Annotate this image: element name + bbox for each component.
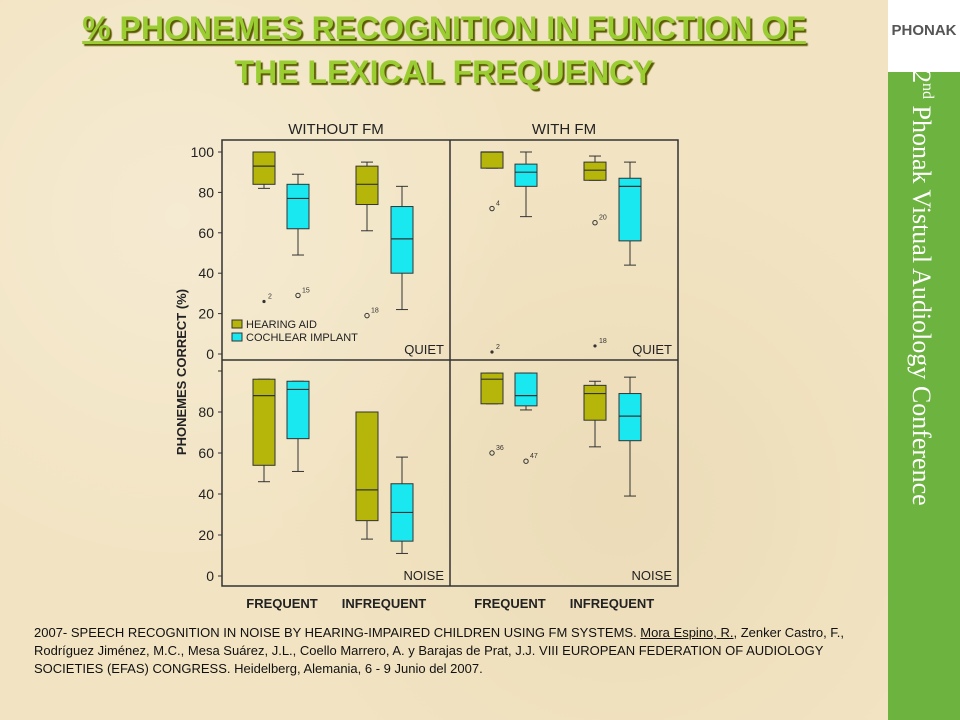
conference-sidebar [888,72,960,720]
logo-area: PHONAK [888,0,960,72]
conference-name: 2nd Phonak Vistual Audiology Conference [901,70,947,506]
hearing-aid-box-infrequent [583,384,607,421]
outlier-label: 18 [599,338,607,345]
cochlear-implant-box-infrequent [618,177,642,242]
y-tick-label: 60 [198,445,214,461]
slide-title-line-1: % PHONEMES RECOGNITION IN FUNCTION OF [82,10,806,46]
y-tick-label: 20 [198,527,214,543]
cochlear-implant-box-frequent [286,183,310,230]
cochlear-implant-box-frequent [514,372,538,407]
y-tick-label: 100 [191,144,215,160]
y-axis-label: PHONEMES CORRECT (%) [174,289,189,455]
y-tick-label: 40 [198,486,214,502]
outlier-marker [523,458,529,464]
citation: 2007- SPEECH RECOGNITION IN NOISE BY HEA… [34,624,854,678]
condition-label: NOISE [632,568,673,583]
citation-part-1: 2007- SPEECH RECOGNITION IN NOISE BY HEA… [34,625,641,640]
phonak-logo: PHONAK [891,22,957,39]
y-tick-label: 40 [198,265,214,281]
condition-label: QUIET [632,342,672,357]
y-tick-label: 20 [198,306,214,322]
outlier-label: 36 [496,445,504,452]
y-tick-label: 0 [206,568,214,584]
column-title-with-fm: WITH FM [532,121,596,138]
conference-ordinal-suffix: nd [918,83,936,99]
condition-label: QUIET [404,342,444,357]
y-tick-label: 80 [198,404,214,420]
citation-author-underlined: Mora Espino, R. [640,625,734,640]
slide-title-line-2: THE LEXICAL FREQUENCY [234,54,654,90]
citation-part-2: , Zenker Castro, F., Rodríguez Jiménez, … [34,625,845,676]
outlier-label: 20 [599,215,607,222]
cochlear-implant-box-infrequent [618,393,642,442]
outlier-label: 18 [371,308,379,315]
hearing-aid-box-infrequent [583,161,607,181]
hearing-aid-box-frequent [252,151,276,185]
outlier-marker [592,220,598,226]
outlier-marker [490,350,494,354]
outlier-label: 2 [496,344,500,351]
cochlear-implant-box-frequent [286,380,310,440]
cochlear-implant-box-infrequent [390,206,414,274]
y-tick-label: 60 [198,225,214,241]
x-category-label: FREQUENT [246,596,318,611]
cochlear-implant-box-frequent [514,163,538,187]
x-category-label: INFREQUENT [570,596,655,611]
legend-label-hearing-aid: HEARING AID [246,319,317,331]
hearing-aid-box-infrequent [355,165,379,206]
legend-label-cochlear-implant: COCHLEAR IMPLANT [246,332,358,344]
outlier-label: 4 [496,201,500,208]
legend-swatch-hearing-aid [231,319,243,329]
conference-title: Phonak Vistual Audiology Conference [907,99,937,506]
hearing-aid-box-infrequent [355,411,379,522]
outlier-marker [489,205,495,212]
outlier-label: 47 [530,453,538,460]
outlier-marker [489,450,495,456]
hearing-aid-box-frequent [480,372,504,405]
hearing-aid-box-frequent [480,151,504,169]
conference-ordinal: 2 [907,70,937,83]
outlier-marker [262,299,266,304]
x-category-label: FREQUENT [474,596,546,611]
hearing-aid-box-frequent [252,378,276,466]
legend-swatch-cochlear-implant [231,332,243,342]
outlier-label: 2 [268,293,272,300]
outlier-marker [295,292,301,299]
condition-label: NOISE [404,568,445,583]
x-category-label: INFREQUENT [342,596,427,611]
outlier-marker [593,344,597,348]
outlier-label: 15 [302,287,310,294]
y-tick-label: 0 [206,346,214,362]
y-tick-label: 80 [198,184,214,200]
outlier-marker [364,312,370,319]
column-title-without-fm: WITHOUT FM [288,121,384,138]
